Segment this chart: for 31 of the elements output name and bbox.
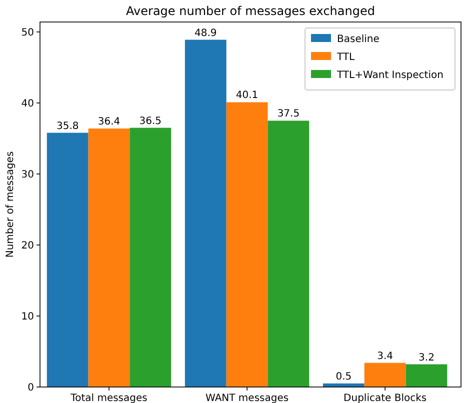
- bar: [406, 364, 448, 387]
- bar: [46, 132, 88, 387]
- y-tick-label: 10: [21, 311, 34, 322]
- y-tick-label: 40: [21, 98, 34, 110]
- x-tick-label: Duplicate Blocks: [344, 393, 427, 403]
- chart-title: Average number of messages exchanged: [126, 4, 375, 18]
- legend-label: TTL+Want Inspection: [336, 70, 444, 81]
- x-tick-label: Total messages: [70, 393, 148, 403]
- x-tick-label: WANT messages: [205, 393, 289, 403]
- data-label: 37.5: [277, 108, 300, 120]
- bar: [268, 120, 310, 387]
- legend-label: TTL: [336, 52, 356, 63]
- data-label: 48.9: [194, 28, 217, 39]
- y-tick-label: 20: [21, 240, 34, 252]
- data-label: 3.2: [418, 352, 434, 364]
- y-tick-label: 30: [21, 169, 34, 180]
- bar: [130, 128, 172, 387]
- y-axis-title: Number of messages: [5, 151, 16, 258]
- bar: [88, 128, 130, 387]
- bar: [364, 362, 406, 387]
- data-label: 3.4: [377, 350, 394, 362]
- data-label: 40.1: [236, 90, 258, 102]
- data-label: 36.5: [139, 116, 162, 127]
- data-label: 0.5: [336, 371, 352, 382]
- y-tick-label: 50: [21, 27, 34, 38]
- data-label: 35.8: [56, 120, 79, 132]
- legend-label: Baseline: [337, 34, 380, 45]
- bar: [226, 102, 268, 387]
- bar: [184, 40, 226, 387]
- data-label: 36.4: [98, 116, 120, 128]
- y-tick-label: 0: [28, 382, 34, 394]
